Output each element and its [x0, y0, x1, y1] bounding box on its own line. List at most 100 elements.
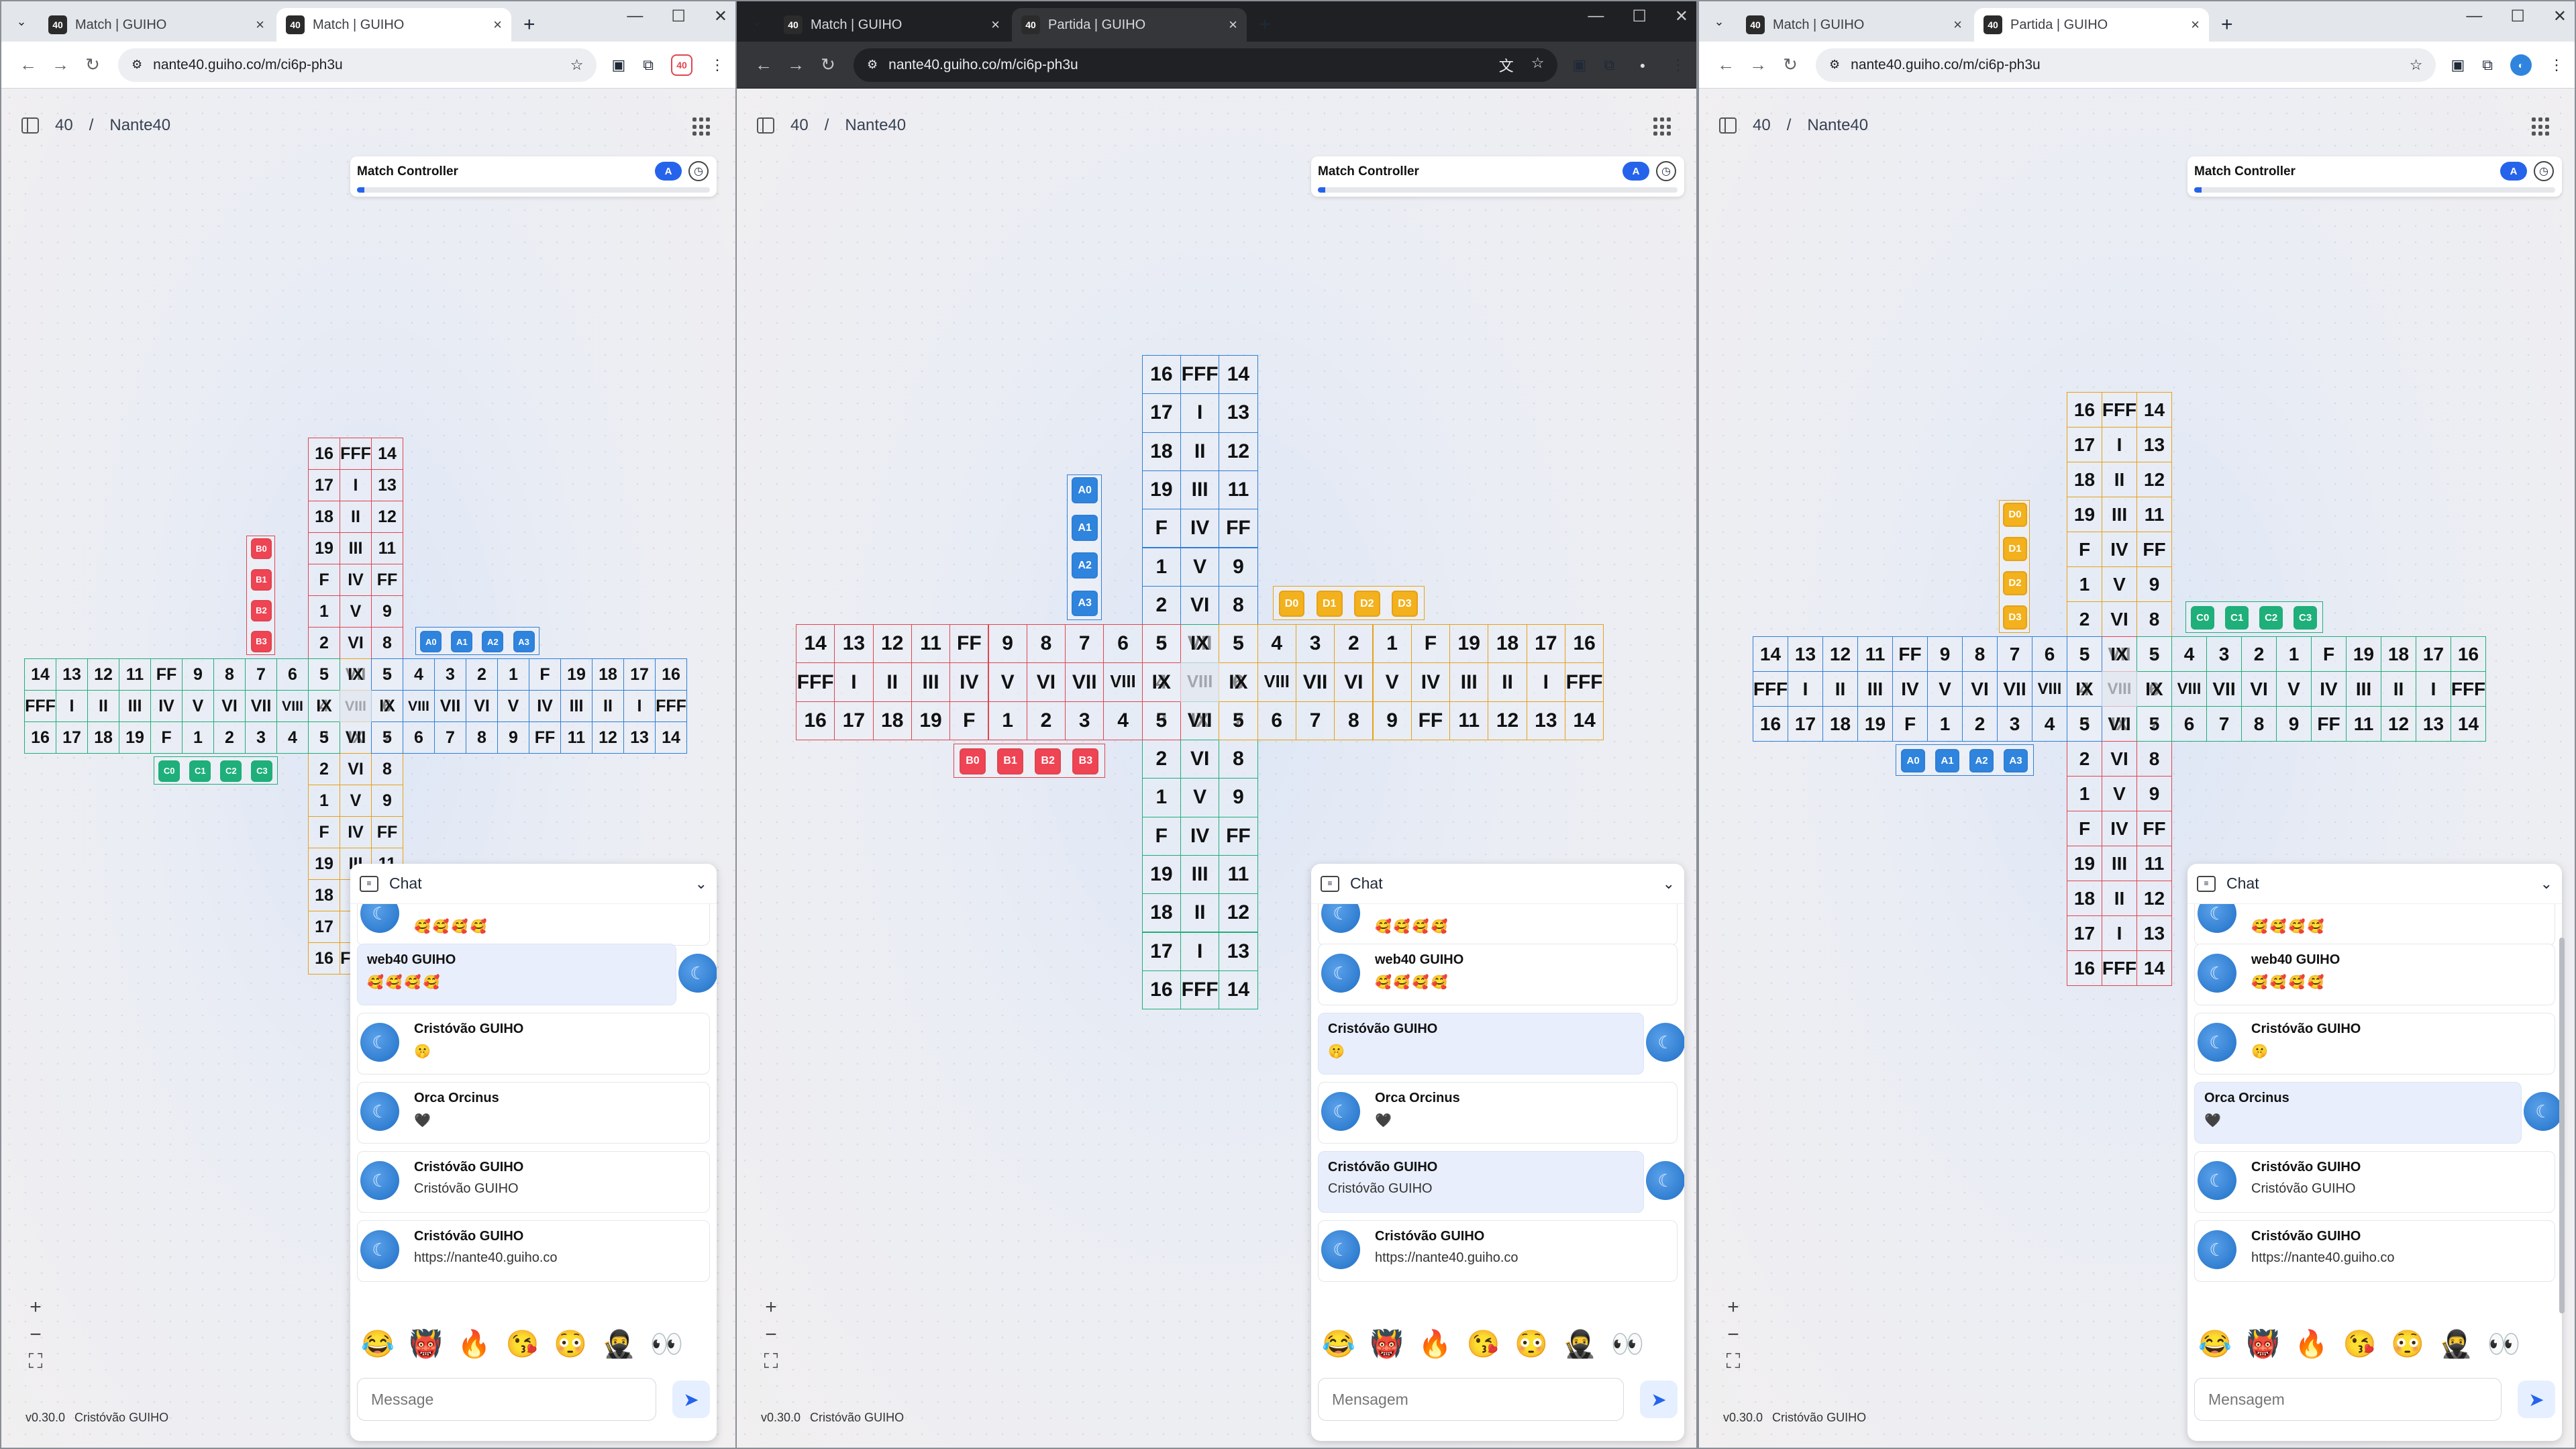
board-cell-left[interactable]: 8: [213, 658, 246, 691]
board-cell-left[interactable]: 17: [56, 721, 88, 754]
game-piece-d2[interactable]: D2: [2003, 571, 2027, 595]
board-cell-top[interactable]: 16: [2067, 392, 2102, 428]
board-cell-left[interactable]: 18: [1822, 706, 1858, 742]
maximize-icon[interactable]: ☐: [1632, 7, 1647, 26]
board-cell-right[interactable]: IX: [1219, 662, 1258, 702]
close-icon[interactable]: ×: [1229, 16, 1237, 33]
board-cell-right[interactable]: 1: [497, 658, 529, 691]
board-cell-bottom[interactable]: III: [1180, 854, 1220, 895]
emoji-button[interactable]: 🔥: [457, 1329, 491, 1359]
board-cell-left[interactable]: 12: [1822, 636, 1858, 672]
board-cell-right[interactable]: 12: [1488, 701, 1527, 740]
board-cell-bottom[interactable]: FFF: [2102, 950, 2137, 986]
bookmark-star-icon[interactable]: ☆: [570, 56, 584, 73]
apps-grid-icon[interactable]: [2532, 117, 2551, 136]
sidebar-toggle-icon[interactable]: [21, 117, 39, 134]
board-cell-right[interactable]: V: [2276, 671, 2312, 707]
chat-scrollbar[interactable]: [2559, 938, 2565, 1313]
board-cell-top[interactable]: 8: [1219, 585, 1258, 626]
board-cell-left[interactable]: 19: [1857, 706, 1893, 742]
forward-icon[interactable]: →: [52, 54, 69, 74]
board-cell-right[interactable]: 4: [2171, 636, 2207, 672]
extension-40-icon[interactable]: 40: [671, 54, 692, 76]
board-cell-bottom[interactable]: VII: [340, 721, 372, 754]
board-cell-bottom[interactable]: IX: [1180, 624, 1220, 664]
board-cell-right[interactable]: III: [2346, 671, 2381, 707]
reload-icon[interactable]: ↻: [85, 54, 100, 74]
board-cell-right[interactable]: 9: [1372, 701, 1412, 740]
board-cell-top[interactable]: 11: [2136, 497, 2172, 532]
board-cell-right[interactable]: VIII: [403, 690, 435, 722]
game-piece-d3[interactable]: D3: [2003, 605, 2027, 630]
game-piece-c3[interactable]: C3: [251, 760, 273, 782]
chat-header[interactable]: ≡ Chat ⌄: [350, 864, 717, 904]
game-piece-d1[interactable]: D1: [1316, 591, 1343, 617]
history-icon[interactable]: ◷: [1656, 161, 1676, 181]
board-cell-left[interactable]: 5: [308, 721, 340, 754]
board-cell-left[interactable]: 3: [245, 721, 277, 754]
board-cell-left[interactable]: 13: [1788, 636, 1823, 672]
board-cell-left[interactable]: II: [872, 662, 912, 702]
board-cell-bottom[interactable]: IV: [2102, 811, 2137, 846]
game-piece-b0[interactable]: B0: [959, 748, 986, 775]
board-cell-right[interactable]: 6: [403, 721, 435, 754]
board-cell-bottom[interactable]: 2: [1141, 740, 1181, 779]
emoji-button[interactable]: 😳: [2391, 1329, 2425, 1359]
player-badge[interactable]: A: [655, 162, 682, 181]
board-cell-top[interactable]: 13: [1219, 393, 1258, 433]
board-cell-left[interactable]: FF: [1892, 636, 1928, 672]
board-cell-bottom[interactable]: II: [2102, 881, 2137, 916]
tab-search-icon[interactable]: ⌄: [16, 14, 27, 28]
board-cell-left[interactable]: 18: [872, 701, 912, 740]
board-cell-top[interactable]: I: [2102, 427, 2137, 462]
board-cell-bottom[interactable]: 8: [2136, 741, 2172, 777]
board-cell-left[interactable]: 8: [1026, 624, 1066, 664]
board-cell-left[interactable]: 7: [245, 658, 277, 691]
board-cell-top[interactable]: 1: [308, 595, 340, 628]
close-icon[interactable]: ×: [493, 16, 502, 33]
game-piece-d2[interactable]: D2: [1353, 591, 1380, 617]
board-cell-top[interactable]: V: [2102, 566, 2137, 602]
board-cell-left[interactable]: 16: [1753, 706, 1788, 742]
emoji-button[interactable]: 😂: [361, 1329, 395, 1359]
board-cell-left[interactable]: 18: [87, 721, 119, 754]
board-cell-top[interactable]: FF: [2136, 532, 2172, 567]
board-cell-right[interactable]: IV: [529, 690, 561, 722]
board-cell-right[interactable]: V: [497, 690, 529, 722]
board-cell-right[interactable]: 11: [1449, 701, 1489, 740]
board-cell-right[interactable]: VI: [1334, 662, 1374, 702]
board-cell-top[interactable]: 12: [371, 501, 403, 533]
board-cell-right[interactable]: F: [2311, 636, 2347, 672]
board-cell-top[interactable]: 11: [371, 532, 403, 564]
board-cell-right[interactable]: 5: [1219, 624, 1258, 664]
board-cell-bottom[interactable]: FFF: [1180, 970, 1220, 1010]
board-cell-left[interactable]: VII: [1997, 671, 2032, 707]
board-cell-top[interactable]: 16: [1141, 355, 1181, 395]
board-cell-left[interactable]: 5: [2067, 706, 2102, 742]
game-piece-a2[interactable]: A2: [482, 631, 504, 653]
board-cell-top[interactable]: IV: [2102, 532, 2137, 567]
board-cell-right[interactable]: 17: [623, 658, 656, 691]
board-cell-bottom[interactable]: V: [340, 785, 372, 817]
board-cell-top[interactable]: 2: [2067, 601, 2102, 637]
board-cell-left[interactable]: 9: [988, 624, 1027, 664]
board-cell-right[interactable]: 19: [2346, 636, 2381, 672]
extensions-icon[interactable]: ⧉: [1604, 56, 1614, 73]
zoom-in-icon[interactable]: +: [1727, 1296, 1739, 1318]
board-cell-bottom[interactable]: FF: [2136, 811, 2172, 846]
more-menu-icon[interactable]: ⋮: [1671, 56, 1686, 73]
board-cell-left[interactable]: I: [1788, 671, 1823, 707]
breadcrumb-root[interactable]: 40: [55, 116, 73, 134]
reader-mode-icon[interactable]: ▣: [611, 56, 626, 73]
emoji-button[interactable]: 😘: [505, 1329, 539, 1359]
board-cell-top[interactable]: I: [340, 469, 372, 501]
board-cell-left[interactable]: 12: [87, 658, 119, 691]
game-piece-c2[interactable]: C2: [2259, 605, 2283, 630]
board-cell-left[interactable]: FFF: [24, 690, 56, 722]
board-cell-left[interactable]: 4: [276, 721, 309, 754]
board-cell-top[interactable]: I: [1180, 393, 1220, 433]
board-cell-left[interactable]: IV: [1892, 671, 1928, 707]
board-cell-top[interactable]: 8: [2136, 601, 2172, 637]
board-cell-left[interactable]: III: [119, 690, 151, 722]
board-cell-top[interactable]: FF: [371, 564, 403, 596]
